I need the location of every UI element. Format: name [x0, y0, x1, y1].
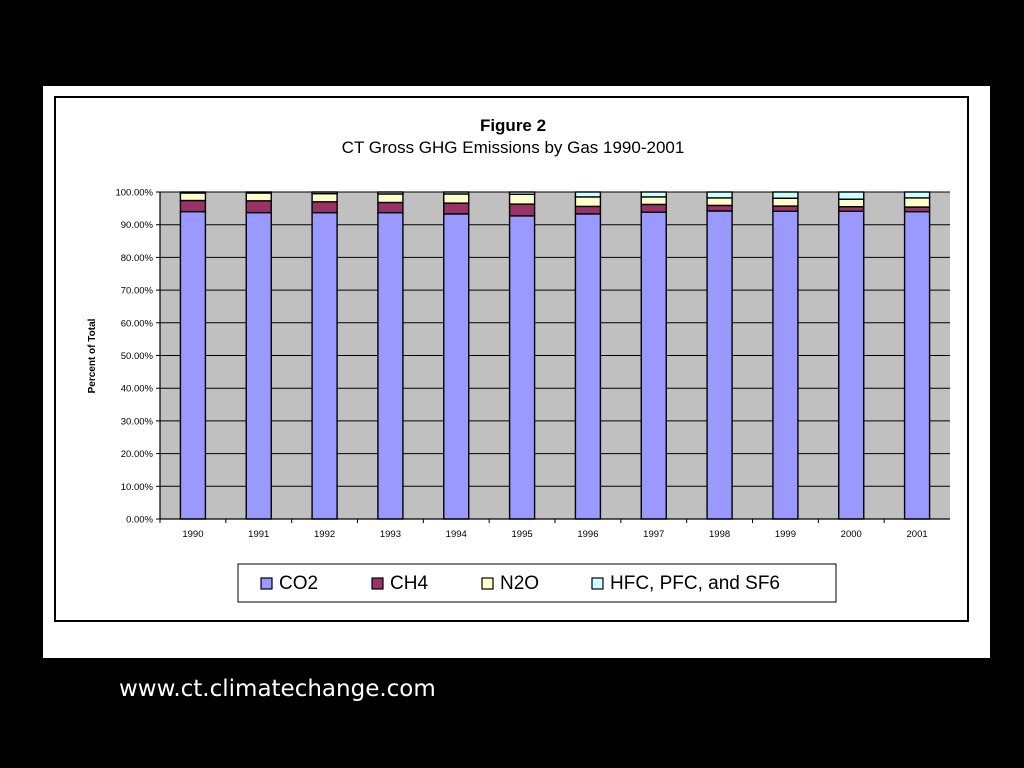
y-tick-label: 50.00% [121, 351, 154, 362]
legend-label: CH4 [390, 573, 428, 594]
chart-subtitle: CT Gross GHG Emissions by Gas 1990-2001 [342, 138, 685, 157]
bar-segment-n2o [640, 196, 667, 206]
bar-segment-co2 [640, 211, 667, 520]
chart-frame: Figure 2 CT Gross GHG Emissions by Gas 1… [54, 96, 969, 622]
x-tick-label: 1992 [314, 529, 335, 540]
y-tick-label: 10.00% [121, 482, 154, 493]
bar-segment-co2 [443, 213, 470, 520]
bar-segment-hfc-pfc-and-sf6 [311, 191, 338, 195]
chart-title: Figure 2 [480, 116, 546, 135]
x-tick-label: 2000 [841, 529, 862, 540]
bar-segment-ch4 [443, 202, 470, 215]
legend-swatch [591, 577, 604, 590]
bar-segment-co2 [245, 211, 272, 520]
y-tick-label: 100.00% [115, 188, 153, 199]
bar-segment-co2 [574, 213, 602, 520]
stacked-bar-chart: Figure 2 CT Gross GHG Emissions by Gas 1… [87, 116, 950, 603]
legend-swatch [371, 577, 384, 590]
bar-segment-n2o [706, 197, 733, 207]
legend-label: CO2 [279, 573, 318, 594]
source-url: www.ct.climatechange.com [119, 676, 436, 702]
legend-label: N2O [500, 573, 539, 594]
x-tick-label: 1996 [577, 529, 598, 540]
bar-segment-hfc-pfc-and-sf6 [706, 191, 733, 199]
y-axis-label: Percent of Total [87, 318, 98, 393]
bar-segment-co2 [903, 210, 931, 520]
bar-segment-hfc-pfc-and-sf6 [245, 191, 272, 194]
legend-swatch [260, 577, 273, 590]
x-tick-label: 2001 [907, 529, 928, 540]
bar-segment-ch4 [574, 205, 602, 215]
bar-segment-hfc-pfc-and-sf6 [903, 191, 931, 199]
bar-segment-co2 [179, 210, 207, 520]
bar-segment-co2 [838, 210, 865, 520]
bar-segment-n2o [443, 193, 470, 204]
bar-segment-hfc-pfc-and-sf6 [574, 191, 602, 198]
bar-segment-ch4 [508, 203, 536, 217]
y-tick-label: 60.00% [121, 318, 154, 329]
bar-segment-n2o [772, 197, 799, 207]
bar-segment-n2o [508, 193, 536, 205]
bar-segment-n2o [903, 197, 931, 208]
bar-segment-hfc-pfc-and-sf6 [640, 191, 667, 198]
bar-segment-co2 [706, 210, 733, 520]
plot-area: 0.00% 10.00% 20.00% 30.00% 40.00% 50.00% 60.00… [115, 188, 950, 540]
bar-segment-ch4 [640, 203, 667, 213]
bar-segment-hfc-pfc-and-sf6 [508, 191, 536, 195]
bar-segment-hfc-pfc-and-sf6 [443, 191, 470, 195]
x-tick-label: 1990 [182, 529, 203, 540]
bar-segment-co2 [772, 210, 799, 520]
y-tick-label: 70.00% [121, 286, 154, 297]
legend-box [237, 563, 837, 603]
bar-segment-n2o [245, 192, 272, 202]
y-tick-label: 80.00% [121, 253, 154, 264]
bar-segment-n2o [311, 192, 338, 203]
y-tick-label: 40.00% [121, 384, 154, 395]
y-tick-label: 30.00% [121, 416, 154, 427]
bar-segment-hfc-pfc-and-sf6 [838, 191, 865, 200]
bar-segment-hfc-pfc-and-sf6 [377, 191, 404, 195]
bar-segment-ch4 [179, 199, 207, 213]
bar-segment-co2 [311, 211, 338, 520]
x-tick-label: 1993 [380, 529, 401, 540]
legend-label: HFC, PFC, and SF6 [610, 573, 780, 594]
x-tick-label: 1991 [248, 529, 269, 540]
bar-segment-ch4 [377, 201, 404, 214]
legend-swatch [481, 577, 494, 590]
bar-segment-n2o [179, 192, 207, 202]
x-tick-label: 1999 [775, 529, 796, 540]
bar-segment-ch4 [245, 200, 272, 214]
x-tick-label: 1997 [643, 529, 664, 540]
bar-segment-ch4 [706, 204, 733, 212]
y-tick-label: 90.00% [121, 220, 154, 231]
bar-segment-co2 [377, 211, 404, 520]
bar-segment-hfc-pfc-and-sf6 [179, 191, 207, 194]
x-tick-label: 1998 [709, 529, 730, 540]
bar-segment-co2 [508, 215, 536, 520]
y-tick-label: 0.00% [126, 515, 153, 526]
bar-segment-n2o [377, 193, 404, 204]
y-tick-label: 20.00% [121, 449, 154, 460]
bar-segment-ch4 [772, 205, 799, 212]
bar-segment-hfc-pfc-and-sf6 [772, 191, 799, 199]
x-tick-label: 1995 [512, 529, 533, 540]
x-tick-label: 1994 [446, 529, 467, 540]
bar-segment-n2o [574, 196, 602, 208]
bar-segment-n2o [838, 198, 865, 208]
legend: CO2 CH4 N2O HFC, PFC, and SF6 [237, 563, 837, 603]
bar-segment-ch4 [311, 201, 338, 214]
